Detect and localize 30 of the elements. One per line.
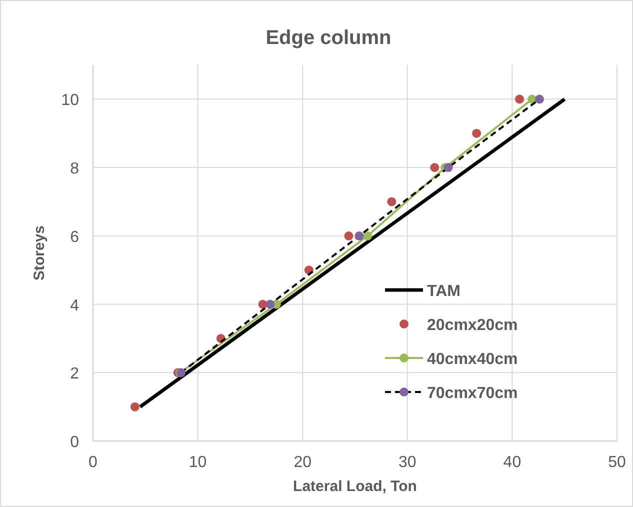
y-tick-label: 0 bbox=[70, 434, 80, 451]
point bbox=[534, 94, 544, 104]
point bbox=[344, 231, 354, 240]
point bbox=[354, 231, 364, 240]
y-tick-label: 6 bbox=[70, 228, 80, 246]
y-tick-label: 8 bbox=[70, 160, 80, 178]
x-tick-label: 0 bbox=[88, 454, 98, 471]
x-tick-label: 10 bbox=[188, 454, 207, 471]
x-axis-title: Lateral Load, Ton bbox=[293, 478, 417, 495]
y-axis-title: Storeys bbox=[31, 225, 48, 281]
point bbox=[430, 163, 440, 172]
y-tick-label: 4 bbox=[70, 297, 80, 314]
y-tick-label: 10 bbox=[61, 92, 80, 110]
point bbox=[515, 94, 524, 104]
x-tick-label: 50 bbox=[608, 454, 626, 471]
point bbox=[387, 197, 396, 206]
point bbox=[130, 402, 140, 412]
point bbox=[444, 163, 453, 172]
legend-label: 40cmx40cm bbox=[427, 351, 518, 368]
point bbox=[472, 128, 482, 138]
legend-label: 70cmx70cm bbox=[427, 385, 518, 402]
x-tick-label: 40 bbox=[503, 454, 522, 471]
y-tick-label: 2 bbox=[70, 366, 80, 383]
chart-title: Edge column bbox=[266, 27, 392, 49]
x-tick-label: 30 bbox=[398, 454, 416, 471]
x-tick-label: 20 bbox=[294, 454, 312, 471]
legend-label: 20cmx20cm bbox=[427, 317, 518, 334]
legend-label: TAM bbox=[427, 283, 460, 300]
point bbox=[363, 231, 372, 240]
point bbox=[266, 300, 275, 309]
